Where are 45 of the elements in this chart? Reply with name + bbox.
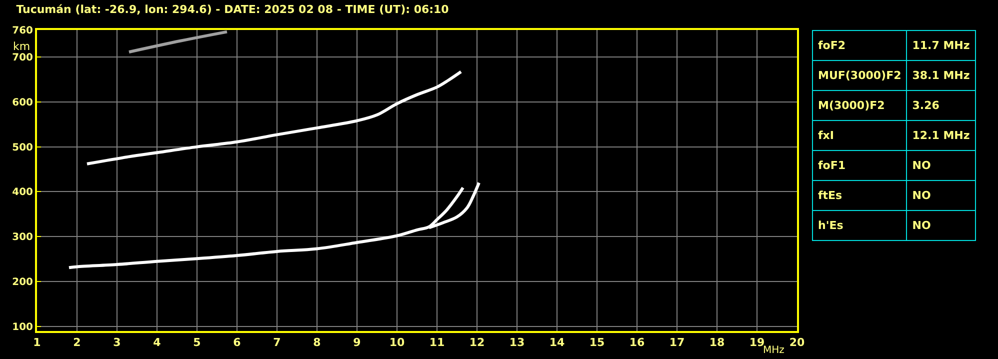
x-tick-label: 16 — [629, 336, 645, 350]
x-tick-label: 17 — [669, 336, 685, 350]
x-tick-label: 2 — [73, 336, 81, 350]
text: NO — [912, 219, 931, 232]
y-tick-label: 700 — [12, 52, 34, 64]
y-tick-label: 200 — [12, 277, 34, 288]
y-axis-title: km — [13, 40, 30, 53]
y-tick-label: 500 — [12, 142, 34, 154]
category-label: fxI — [812, 120, 907, 150]
x-tick-label: 1 — [33, 336, 41, 350]
y-tick-label: 400 — [12, 187, 34, 198]
x-tick-label: 8 — [313, 336, 321, 350]
text: 11.7 MHz — [912, 39, 970, 52]
y-tick-label: 760 — [12, 26, 34, 36]
text: NO — [912, 159, 931, 172]
x-tick-label: 9 — [353, 336, 361, 350]
x-tick-label: 5 — [193, 336, 201, 350]
x-tick-label: 12 — [469, 336, 485, 350]
x-tick-label: 7 — [273, 336, 281, 350]
x-tick-label: 10 — [389, 336, 405, 350]
x-tick-label: 14 — [549, 336, 565, 350]
text: 3.26 — [912, 99, 940, 112]
text: 38.1 MHz — [912, 69, 970, 82]
x-tick-label: 6 — [233, 336, 242, 350]
x-axis-title: MHz — [763, 345, 784, 356]
category-label: M(3000)F2 — [812, 90, 907, 120]
category-label: MUF(3000)F2 — [812, 60, 907, 90]
category-label: foF1 — [812, 150, 907, 180]
x-tick-label: 20 — [789, 336, 805, 350]
y-tick-label: 100 — [12, 322, 34, 334]
x-tick-label: 13 — [509, 336, 525, 350]
category-label: foF2 — [812, 30, 907, 60]
text: 12.1 MHz — [912, 129, 970, 142]
x-tick-label: 11 — [429, 336, 445, 350]
x-tick-label: 19 — [749, 336, 765, 350]
category-label: ftEs — [812, 180, 907, 210]
chart-title: Tucumán (lat: -26.9, lon: 294.6) - DATE: 2025 02 08 - TIME (UT): 06:10 — [16, 3, 450, 16]
x-tick-label: 15 — [589, 336, 605, 350]
x-tick-label: 4 — [153, 336, 162, 350]
y-tick-label: 300 — [12, 232, 34, 244]
x-tick-label: 18 — [709, 336, 725, 350]
x-tick-label: 3 — [113, 336, 121, 350]
y-tick-label: 600 — [12, 97, 34, 108]
category-label: h'Es — [812, 210, 907, 240]
text: NO — [912, 189, 931, 202]
